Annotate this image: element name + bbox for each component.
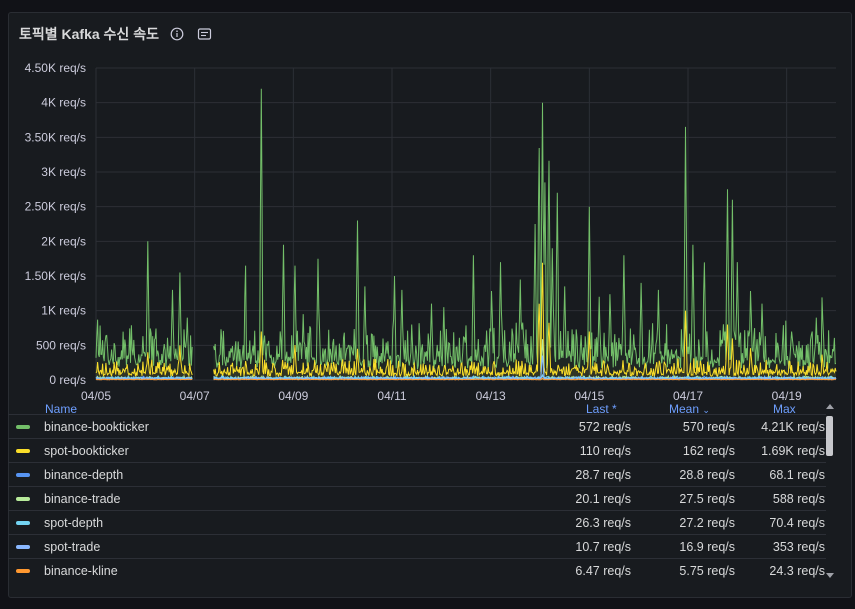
legend-scrollbar[interactable] xyxy=(825,404,834,578)
series-mean: 162 req/s xyxy=(682,444,735,458)
series-swatch xyxy=(16,473,30,477)
notes-icon[interactable] xyxy=(195,24,215,44)
series-line-spot-depth xyxy=(213,373,837,381)
series-area-binance-bookticker xyxy=(213,88,837,381)
legend-col-name[interactable]: Name xyxy=(45,402,78,416)
info-icon[interactable] xyxy=(167,24,187,44)
y-tick-label: 3K req/s xyxy=(41,165,86,179)
y-tick-label: 0 req/s xyxy=(49,373,86,387)
x-tick-label: 04/13 xyxy=(476,389,506,403)
series-last: 20.1 req/s xyxy=(575,492,631,506)
series-max: 24.3 req/s xyxy=(769,564,825,578)
legend-row[interactable]: binance-trade 20.1 req/s 27.5 req/s 588 req… xyxy=(8,486,826,511)
series-max: 70.4 req/s xyxy=(769,516,825,530)
series-max: 1.69K req/s xyxy=(761,444,825,458)
scroll-up-icon[interactable] xyxy=(826,404,834,409)
series-name[interactable]: binance-trade xyxy=(44,492,121,506)
series-name[interactable]: binance-kline xyxy=(44,564,118,578)
series-line-spot-bookticker xyxy=(213,262,837,379)
y-tick-label: 3.50K req/s xyxy=(25,130,86,144)
panel-title: 토픽별 Kafka 수신 속도 xyxy=(19,26,159,42)
series-swatch xyxy=(16,425,30,429)
y-tick-label: 2K req/s xyxy=(41,234,86,248)
x-tick-label: 04/17 xyxy=(673,389,703,403)
series-swatch xyxy=(16,497,30,501)
sort-desc-icon: ⌄ xyxy=(702,405,710,415)
y-tick-label: 2.50K req/s xyxy=(25,200,86,214)
series-line-binance-bookticker xyxy=(213,88,836,372)
y-tick-label: 4.50K req/s xyxy=(25,61,86,75)
legend-header: Name Last * Mean ⌄ Max xyxy=(8,400,828,422)
legend-row[interactable]: binance-kline 6.47 req/s 5.75 req/s 24.3 re… xyxy=(8,558,826,580)
series-name[interactable]: spot-depth xyxy=(44,516,104,530)
y-tick-label: 500 req/s xyxy=(36,338,86,352)
series-swatch xyxy=(16,545,30,549)
series-last: 10.7 req/s xyxy=(575,540,631,554)
panel-header: 토픽별 Kafka 수신 속도 xyxy=(19,23,215,45)
x-tick-label: 04/11 xyxy=(377,389,406,403)
x-tick-label: 04/19 xyxy=(772,389,802,403)
legend-row[interactable]: spot-depth 26.3 req/s 27.2 req/s 70.4 req/s xyxy=(8,510,826,535)
y-tick-label: 1K req/s xyxy=(41,304,86,318)
legend-col-last[interactable]: Last * xyxy=(586,402,617,416)
series-max: 353 req/s xyxy=(772,540,825,554)
series-swatch xyxy=(16,521,30,525)
x-tick-label: 04/09 xyxy=(278,389,308,403)
x-tick-label: 04/15 xyxy=(574,389,604,403)
series-mean: 16.9 req/s xyxy=(679,540,735,554)
series-max: 4.21K req/s xyxy=(761,420,825,434)
y-tick-label: 1.50K req/s xyxy=(25,269,86,283)
series-last: 26.3 req/s xyxy=(575,516,631,530)
series-last: 28.7 req/s xyxy=(575,468,631,482)
legend-table: Name Last * Mean ⌄ Max binance-bookticke… xyxy=(8,400,828,580)
series-line-binance-bookticker xyxy=(95,241,193,370)
legend-col-mean[interactable]: Mean ⌄ xyxy=(669,402,710,416)
legend-row[interactable]: binance-depth 28.7 req/s 28.8 req/s 68.1 re… xyxy=(8,462,826,487)
series-name[interactable]: binance-depth xyxy=(44,468,124,482)
series-swatch xyxy=(16,449,30,453)
series-mean: 570 req/s xyxy=(682,420,735,434)
series-last: 572 req/s xyxy=(578,420,631,434)
series-max: 588 req/s xyxy=(772,492,825,506)
series-line-spot-bookticker xyxy=(95,345,193,378)
series-last: 110 req/s xyxy=(579,444,631,458)
series-line-spot-trade xyxy=(96,376,193,381)
x-tick-label: 04/07 xyxy=(180,389,210,403)
legend-row[interactable]: spot-trade 10.7 req/s 16.9 req/s 353 req/s xyxy=(8,534,826,559)
series-name[interactable]: binance-bookticker xyxy=(44,420,149,434)
legend-row[interactable]: spot-bookticker 110 req/s 162 req/s 1.69K r… xyxy=(8,438,826,463)
series-swatch xyxy=(16,569,30,573)
y-tick-label: 4K req/s xyxy=(41,96,86,110)
series-max: 68.1 req/s xyxy=(769,468,825,482)
x-tick-label: 04/05 xyxy=(81,389,111,403)
series-mean: 28.8 req/s xyxy=(679,468,735,482)
series-mean: 5.75 req/s xyxy=(679,564,735,578)
series-name[interactable]: spot-bookticker xyxy=(44,444,129,458)
scroll-down-icon[interactable] xyxy=(826,573,834,578)
legend-col-max[interactable]: Max xyxy=(773,402,796,416)
scroll-thumb[interactable] xyxy=(826,416,833,456)
series-mean: 27.5 req/s xyxy=(679,492,735,506)
series-mean: 27.2 req/s xyxy=(679,516,735,530)
series-name[interactable]: spot-trade xyxy=(44,540,101,554)
series-line-binance-kline xyxy=(213,377,837,381)
legend-row[interactable]: binance-bookticker 572 req/s 570 req/s 4.21… xyxy=(8,414,826,439)
time-series-chart[interactable]: 0 req/s 500 req/s 1K req/s 1.50K req/s 2K re… xyxy=(0,0,855,409)
series-line-binance-kline xyxy=(95,378,193,381)
series-last: 6.47 req/s xyxy=(575,564,631,578)
